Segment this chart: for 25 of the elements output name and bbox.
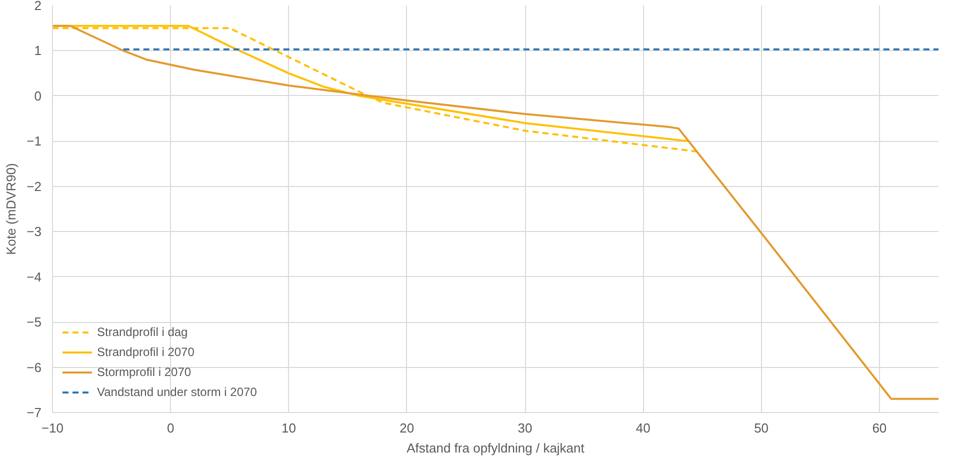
y-tick-label: −5: [26, 314, 42, 330]
y-tick-label: −1: [26, 134, 42, 149]
y-tick-label: 0: [34, 88, 42, 104]
y-tick-label: −3: [26, 224, 42, 240]
y-tick-label: 1: [34, 43, 42, 58]
x-tick-label: 50: [754, 420, 769, 436]
line-series: [52, 24, 938, 400]
y-tick-label: −6: [26, 360, 42, 375]
legend-label: Vandstand under storm i 2070: [97, 385, 257, 399]
x-tick-label: 20: [400, 420, 414, 436]
y-tick-label: −4: [26, 269, 42, 284]
legend-label: Strandprofil i 2070: [97, 345, 194, 359]
x-tick-label: 0: [167, 420, 174, 436]
x-tick-label: 60: [872, 420, 887, 436]
x-tick-label: 30: [518, 420, 532, 436]
y-tick-label: −7: [26, 405, 42, 420]
legend-label: Stormprofil i 2070: [97, 365, 192, 379]
y-axis-title: Kote (mDVR90): [4, 163, 19, 255]
x-tick-label: 40: [636, 420, 650, 436]
legend-label: Strandprofil i dag: [97, 325, 188, 339]
x-tick-label: 10: [282, 420, 296, 436]
x-axis-title: Afstand fra opfyldning / kajkant: [406, 440, 585, 456]
y-tick-label: 2: [34, 0, 42, 13]
x-tick-label: −10: [41, 420, 64, 436]
y-tick-label: −2: [26, 178, 42, 194]
